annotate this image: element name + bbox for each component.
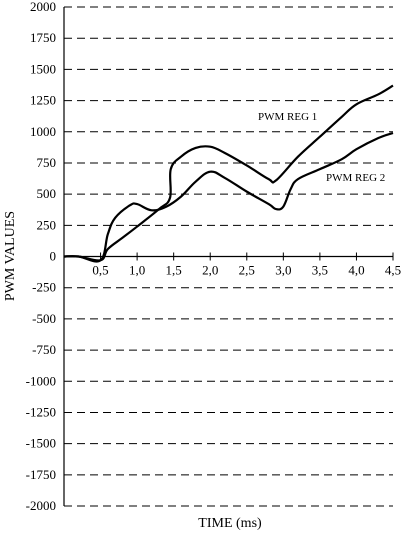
gridlines (64, 6, 393, 507)
y-tick-label-9: -250 (32, 280, 56, 295)
y-axis-label: PWM VALUES (3, 211, 18, 301)
y-tick-label-3: 1250 (30, 93, 56, 108)
x-tick-label-6: 3,5 (312, 263, 328, 278)
x-tick-label-2: 1,5 (166, 263, 182, 278)
y-tick-label-6: 500 (37, 186, 57, 201)
series-line-1 (63, 84, 394, 262)
x-tick-label-0: 0,5 (92, 263, 108, 278)
series-lines (63, 84, 394, 263)
axes (63, 7, 394, 506)
y-tick-label-16: -2000 (26, 498, 56, 513)
x-tick-label-1: 1,0 (129, 263, 145, 278)
y-tick-label-15: -1750 (26, 467, 56, 482)
y-tick-label-12: -1000 (26, 373, 56, 388)
y-tick-label-7: 250 (37, 217, 57, 232)
x-tick-label-5: 3,0 (275, 263, 291, 278)
y-tick-label-1: 1750 (30, 30, 56, 45)
y-tick-label-14: -1500 (26, 436, 56, 451)
series-line-2 (63, 131, 394, 263)
y-tick-label-0: 2000 (30, 0, 56, 14)
series-label-pwm-reg-1: PWM REG 1 (258, 111, 317, 123)
x-tick-label-8: 4,5 (385, 263, 401, 278)
x-tick-label-7: 4,0 (348, 263, 364, 278)
x-axis-label: TIME (ms) (198, 516, 262, 531)
y-tick-label-8: 0 (50, 249, 57, 264)
y-tick-label-2: 1500 (30, 61, 56, 76)
y-tick-label-10: -500 (32, 311, 56, 326)
x-tick-label-3: 2,0 (202, 263, 218, 278)
tick-labels: 2000 1750 1500 1250 1000 750 500 250 0 -250 -500 -7… (26, 0, 401, 513)
y-tick-label-4: 1000 (30, 124, 56, 139)
y-tick-label-11: -750 (32, 342, 56, 357)
y-tick-label-5: 750 (37, 155, 57, 170)
series-label-pwm-reg-2: PWM REG 2 (326, 172, 385, 184)
y-tick-label-13: -1250 (26, 404, 56, 419)
x-tick-label-4: 2,5 (239, 263, 255, 278)
